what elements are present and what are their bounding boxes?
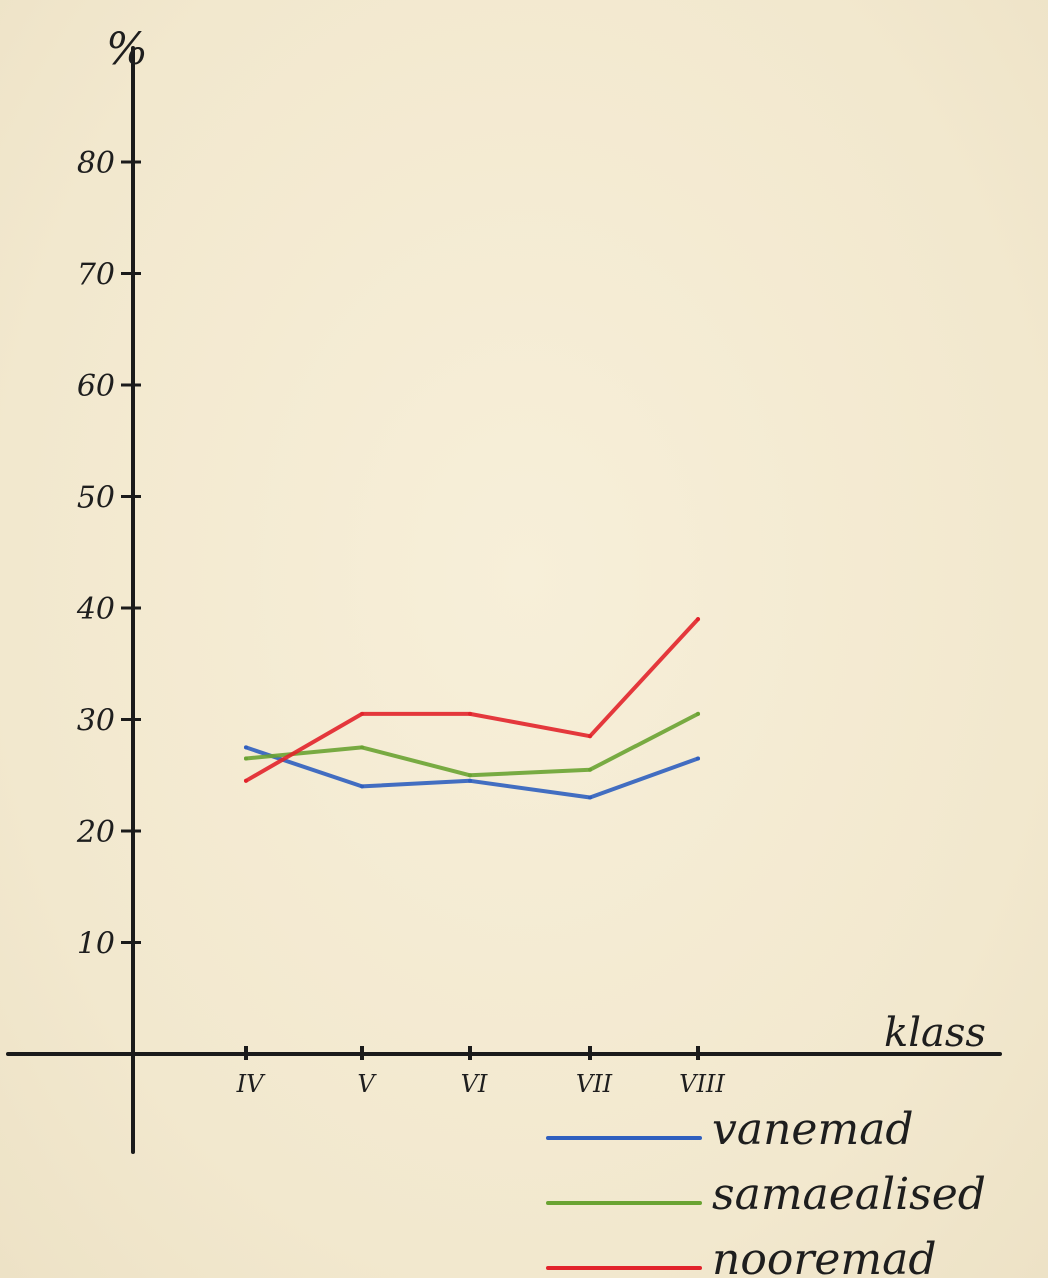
series-line-vanemad — [244, 745, 700, 800]
x-axis-label: klass — [884, 1010, 986, 1056]
data-point-samaealised — [696, 711, 700, 716]
y-axis-label: % — [106, 24, 148, 75]
data-point-samaealised — [244, 756, 248, 761]
x-tick-label: VI — [461, 1070, 488, 1098]
y-tick-label: 50 — [77, 481, 115, 516]
legend-label-nooremad: nooremad — [712, 1234, 937, 1278]
y-tick-group: 10 20 30 40 50 60 70 80 — [76, 146, 141, 962]
y-tick-label: 20 — [76, 815, 115, 850]
data-point-nooremad — [588, 734, 592, 739]
legend-label-samaealised: samaealised — [712, 1169, 986, 1220]
data-point-vanemad — [360, 784, 364, 789]
series-line-nooremad — [244, 617, 700, 783]
data-point-samaealised — [360, 745, 364, 750]
y-tick-label: 60 — [77, 369, 115, 404]
data-point-nooremad — [360, 711, 364, 716]
data-point-vanemad — [696, 756, 700, 761]
y-tick-label: 10 — [77, 927, 115, 962]
y-tick-label: 30 — [77, 704, 115, 739]
data-point-nooremad — [244, 778, 248, 783]
data-point-vanemad — [468, 778, 472, 783]
y-tick-label: 80 — [77, 146, 115, 181]
x-tick-group: IV V VI VII VIII — [236, 1046, 725, 1098]
series-line-samaealised — [244, 711, 700, 778]
legend: vanemad samaealised nooremad — [546, 1104, 986, 1278]
series-lines — [244, 617, 700, 800]
legend-label-vanemad: vanemad — [712, 1104, 914, 1155]
x-tick-label: IV — [236, 1070, 266, 1098]
y-tick-label: 40 — [76, 592, 115, 627]
y-tick-label: 70 — [77, 258, 115, 293]
data-point-samaealised — [468, 773, 472, 778]
data-point-nooremad — [696, 617, 700, 622]
data-point-nooremad — [468, 711, 472, 716]
x-tick-label: V — [357, 1070, 377, 1098]
x-tick-label: VII — [576, 1070, 613, 1098]
data-point-vanemad — [244, 745, 248, 750]
x-tick-label: VIII — [679, 1070, 725, 1098]
data-point-samaealised — [588, 767, 592, 772]
data-point-vanemad — [588, 795, 592, 800]
